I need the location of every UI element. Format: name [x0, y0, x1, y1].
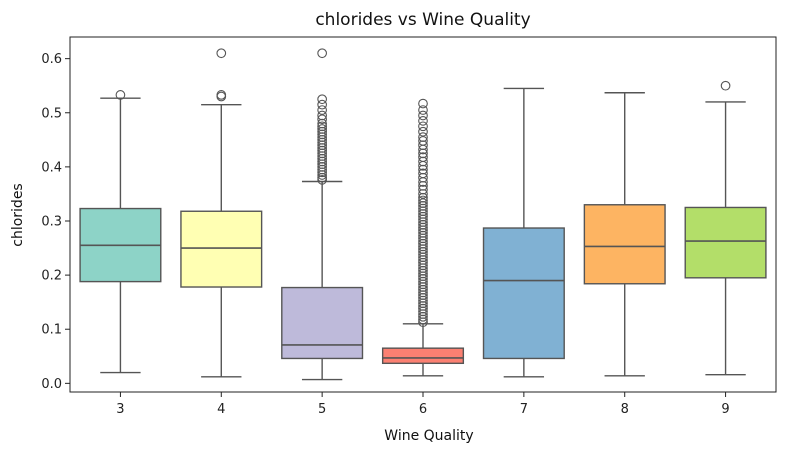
boxes-layer	[79, 48, 767, 381]
y-tick-label-4: 0.4	[41, 160, 62, 175]
box-group-5	[281, 48, 364, 381]
outlier-5-24	[317, 105, 327, 115]
box-5	[281, 286, 364, 360]
outlier-5-25	[317, 99, 327, 110]
outlier-4-1	[216, 90, 227, 100]
y-tick-label-1: 0.1	[41, 323, 62, 338]
x-axis-title: Wine Quality	[384, 428, 473, 444]
outlier-6-44	[418, 198, 428, 208]
y-axis-title: chlorides	[10, 183, 26, 246]
box-group-6	[381, 98, 465, 377]
outlier-6-63	[418, 121, 428, 132]
box-4	[180, 210, 263, 288]
box-6	[381, 347, 465, 365]
x-tick-label-9: 9	[721, 402, 729, 417]
outlier-6-56	[418, 152, 428, 162]
x-tick-label-3: 3	[116, 402, 124, 417]
outlier-6-48	[418, 184, 428, 195]
x-tick-label-8: 8	[621, 402, 629, 417]
x-tick-label-5: 5	[318, 402, 326, 417]
box-group-9	[684, 80, 767, 376]
outlier-4-2	[216, 48, 227, 59]
box-group-3	[79, 90, 162, 374]
outlier-6-60	[418, 136, 428, 146]
outlier-3-0	[115, 90, 126, 100]
box-8	[583, 204, 666, 285]
y-tick-label-3: 0.3	[41, 214, 62, 229]
box-9	[684, 206, 767, 279]
outlier-5-22	[317, 114, 327, 125]
box-group-4	[180, 48, 263, 378]
y-tick-label-2: 0.2	[41, 269, 62, 284]
outlier-5-27	[317, 48, 327, 59]
outlier-6-66	[418, 105, 428, 115]
outlier-9-0	[720, 80, 731, 91]
box-7	[482, 227, 565, 360]
box-group-8	[583, 92, 666, 377]
outlier-5-23	[317, 110, 327, 121]
x-tick-label-6: 6	[419, 402, 427, 417]
chart-title: chlorides vs Wine Quality	[315, 10, 530, 30]
outlier-6-65	[418, 110, 428, 121]
x-tick-label-4: 4	[217, 402, 225, 417]
outlier-6-61	[418, 132, 428, 142]
outlier-5-20	[317, 121, 327, 132]
y-tick-label-5: 0.5	[41, 106, 62, 121]
outlier-6-64	[418, 116, 428, 126]
box-group-7	[482, 87, 565, 378]
axes-layer: 0.0 0.1 0.2 0.3 0.4 0.5 0.6 3 4 5 6 7 8 9	[41, 36, 777, 417]
outlier-6-62	[418, 126, 428, 137]
y-tick-label-0: 0.0	[41, 377, 62, 392]
x-tick-label-7: 7	[520, 402, 528, 417]
y-tick-label-6: 0.6	[41, 52, 62, 67]
outlier-5-26	[317, 94, 327, 105]
outlier-6-67	[418, 98, 428, 109]
outlier-5-19	[317, 124, 327, 134]
outlier-6-52	[418, 168, 428, 179]
outlier-6-45	[418, 195, 428, 206]
